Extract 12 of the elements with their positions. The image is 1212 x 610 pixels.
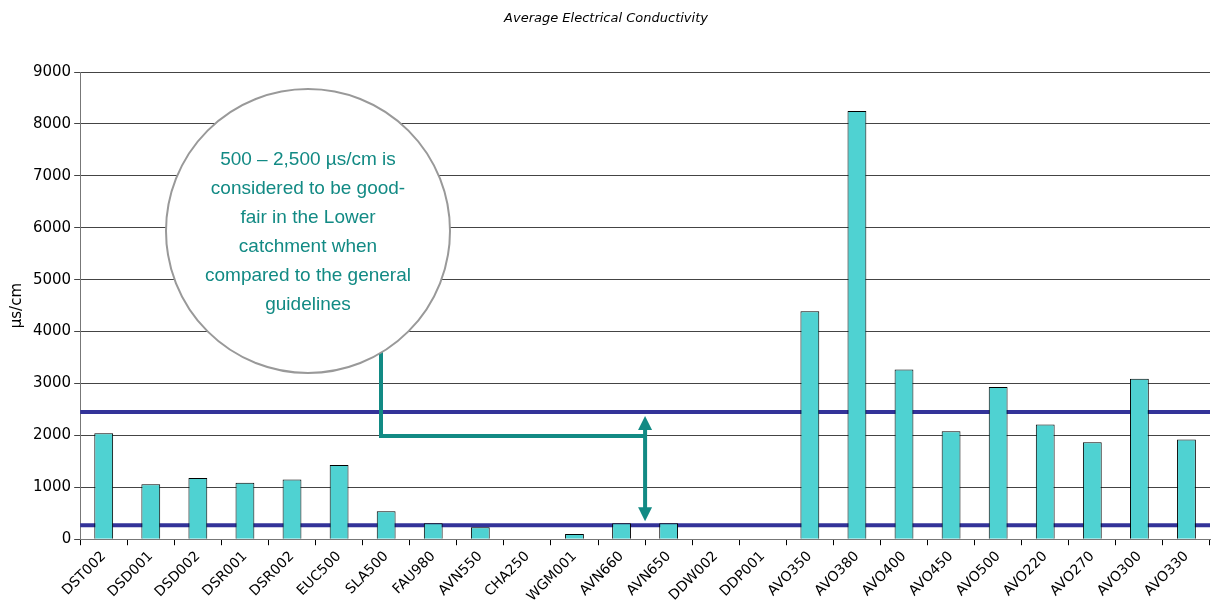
y-axis-title: µs/cm (6, 282, 25, 329)
y-tick-label: 8000 (32, 113, 72, 132)
y-tick-label: 6000 (32, 217, 72, 236)
y-tick-label: 1000 (32, 477, 72, 496)
y-tick-label: 4000 (32, 321, 72, 340)
chart-title: Average Electrical Conductivity (502, 10, 709, 25)
y-tick-label: 0 (61, 529, 72, 548)
y-tick-label: 9000 (32, 61, 72, 80)
y-tick-label: 3000 (32, 373, 72, 392)
y-tick-label: 5000 (32, 269, 72, 288)
y-tick-label: 2000 (32, 425, 72, 444)
y-tick-label: 7000 (32, 165, 72, 184)
